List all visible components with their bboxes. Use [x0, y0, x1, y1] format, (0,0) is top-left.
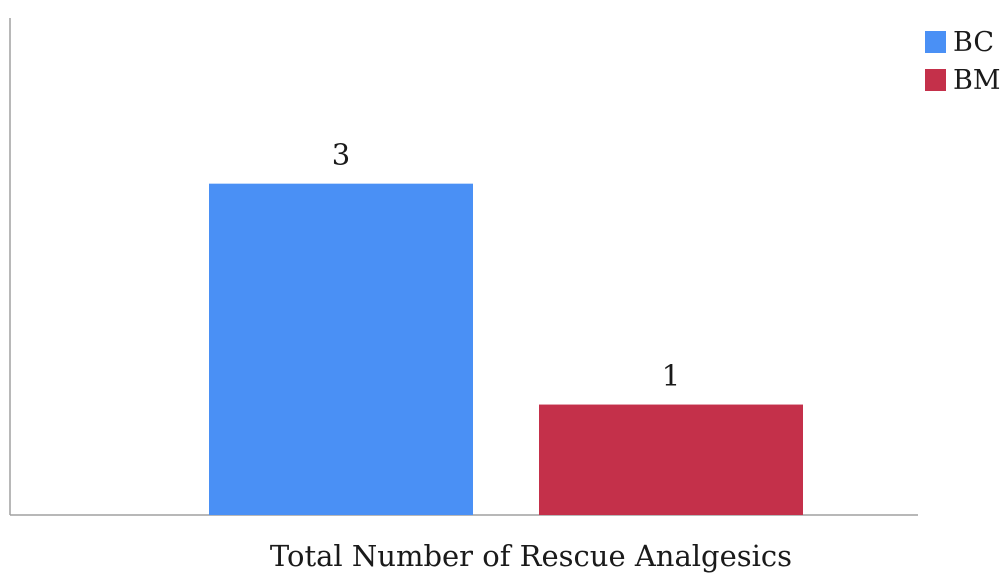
legend-swatch-bc — [925, 31, 946, 53]
data-label-bm: 1 — [662, 359, 680, 393]
legend-swatch-bm — [925, 69, 946, 91]
legend-label-bc: BC — [953, 27, 994, 58]
bar-labels-group: 31 — [332, 138, 680, 393]
legend-label-bm: BM — [953, 65, 1000, 96]
bar-bc — [209, 183, 473, 515]
bars-group — [209, 183, 803, 515]
x-axis-label: Total Number of Rescue Analgesics — [270, 539, 792, 573]
bar-bm — [539, 404, 803, 515]
legend: BC BM — [925, 27, 1000, 96]
data-label-bc: 3 — [332, 138, 350, 172]
